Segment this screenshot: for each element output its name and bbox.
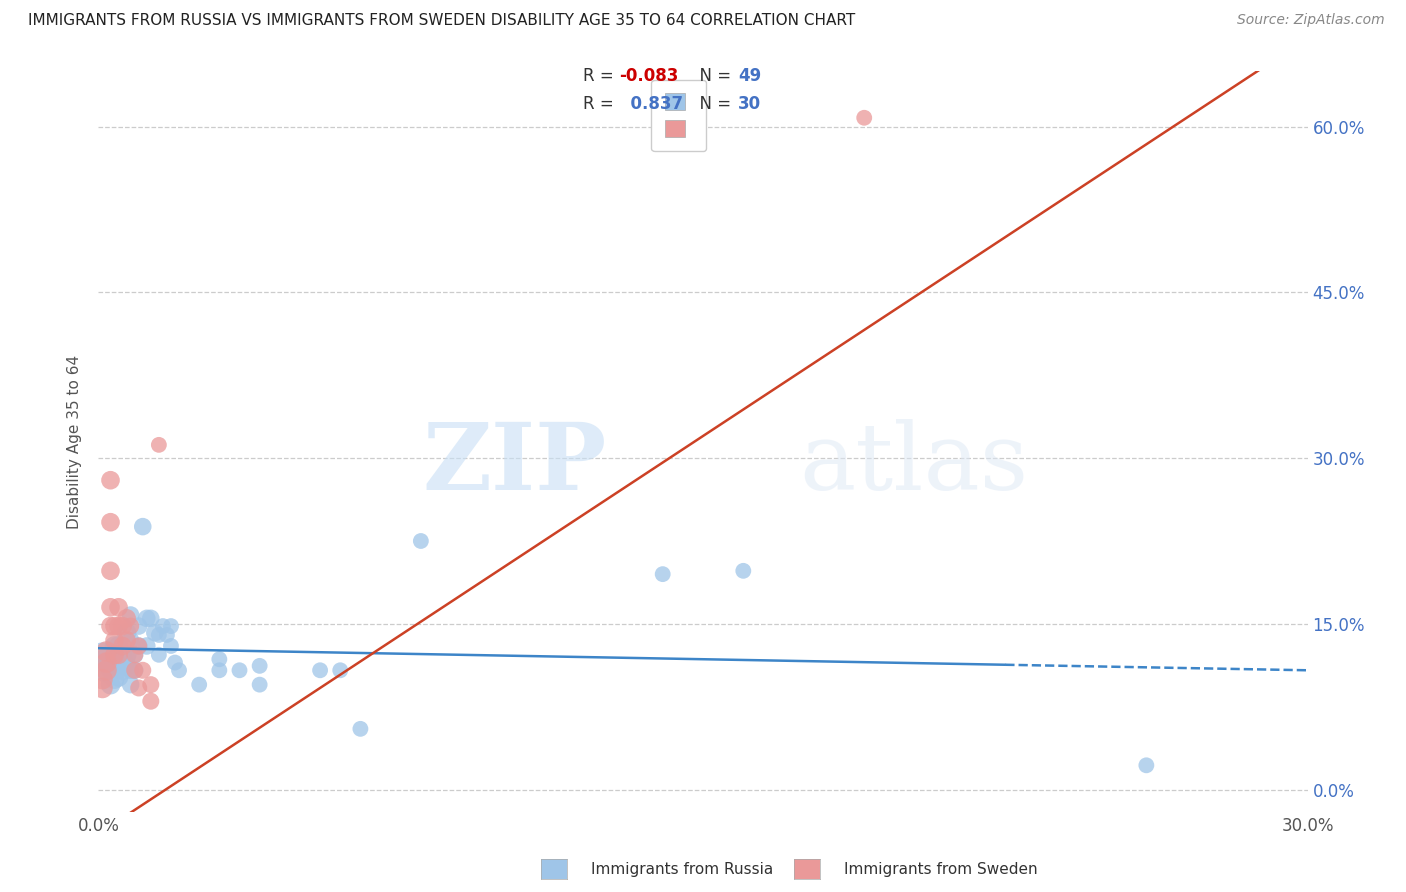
Point [120, 633, 142, 648]
Point [103, 672, 125, 686]
Point [208, 652, 231, 666]
Point [96, 663, 118, 677]
Point [139, 694, 162, 708]
Point [100, 663, 122, 677]
Point [103, 633, 125, 648]
Point [148, 648, 170, 662]
Point [249, 678, 271, 692]
Point [103, 648, 125, 662]
Point [167, 663, 190, 677]
Text: N =: N = [689, 95, 737, 113]
Point [651, 567, 673, 582]
Point [409, 533, 432, 548]
Point [103, 639, 125, 653]
Point [228, 663, 250, 677]
Point [120, 663, 142, 677]
Point [100, 600, 122, 615]
Point [132, 519, 155, 533]
Point [91, 681, 114, 695]
Point [853, 111, 876, 125]
Point [128, 639, 150, 653]
Point [128, 639, 150, 653]
Point [1135, 758, 1157, 772]
Point [115, 633, 138, 648]
Text: 49: 49 [738, 67, 762, 85]
Point [100, 515, 122, 529]
Point [111, 663, 134, 677]
Point [115, 658, 138, 673]
Point [135, 611, 157, 625]
Point [111, 639, 134, 653]
Point [96, 644, 118, 658]
Point [139, 611, 162, 625]
Point [96, 663, 118, 677]
Point [115, 625, 138, 640]
Point [188, 678, 211, 692]
Point [107, 648, 129, 662]
Point [91, 672, 114, 686]
Point [100, 564, 122, 578]
Point [249, 658, 271, 673]
Point [139, 678, 162, 692]
Point [100, 678, 122, 692]
Point [148, 628, 170, 642]
Text: Immigrants from Sweden: Immigrants from Sweden [844, 863, 1038, 877]
Point [733, 564, 755, 578]
Point [100, 473, 122, 487]
Point [107, 670, 129, 684]
Legend: , : , [651, 79, 706, 151]
Point [111, 619, 134, 633]
Point [107, 639, 129, 653]
Point [124, 663, 146, 677]
Point [120, 607, 142, 622]
Point [128, 619, 150, 633]
Point [152, 619, 174, 633]
Point [111, 648, 134, 662]
Point [120, 678, 142, 692]
Point [163, 656, 186, 670]
Point [107, 600, 129, 615]
Point [160, 619, 183, 633]
Point [120, 619, 142, 633]
Point [135, 639, 157, 653]
Text: Source: ZipAtlas.com: Source: ZipAtlas.com [1237, 13, 1385, 28]
Point [143, 625, 166, 640]
Text: -0.083: -0.083 [619, 67, 678, 85]
Point [148, 438, 170, 452]
Point [329, 663, 352, 677]
Point [208, 663, 231, 677]
Text: N =: N = [689, 67, 737, 85]
Point [349, 722, 371, 736]
Point [124, 663, 146, 677]
Point [100, 619, 122, 633]
Point [96, 653, 118, 667]
Point [124, 648, 146, 662]
Point [132, 663, 155, 677]
Text: 0.837: 0.837 [619, 95, 683, 113]
Text: Immigrants from Russia: Immigrants from Russia [591, 863, 773, 877]
Point [107, 656, 129, 670]
Point [309, 663, 332, 677]
Y-axis label: Disability Age 35 to 64: Disability Age 35 to 64 [67, 354, 83, 529]
Point [128, 681, 150, 695]
Point [124, 648, 146, 662]
Point [156, 628, 179, 642]
Text: R =: R = [583, 95, 620, 113]
Point [115, 611, 138, 625]
Text: 30: 30 [738, 95, 761, 113]
Point [103, 619, 125, 633]
Text: IMMIGRANTS FROM RUSSIA VS IMMIGRANTS FROM SWEDEN DISABILITY AGE 35 TO 64 CORRELA: IMMIGRANTS FROM RUSSIA VS IMMIGRANTS FRO… [28, 13, 855, 29]
Text: R =: R = [583, 67, 620, 85]
Point [91, 648, 114, 662]
Point [96, 656, 118, 670]
Text: ZIP: ZIP [422, 418, 606, 508]
Text: atlas: atlas [800, 418, 1029, 508]
Point [115, 648, 138, 662]
Point [107, 619, 129, 633]
Point [160, 639, 183, 653]
